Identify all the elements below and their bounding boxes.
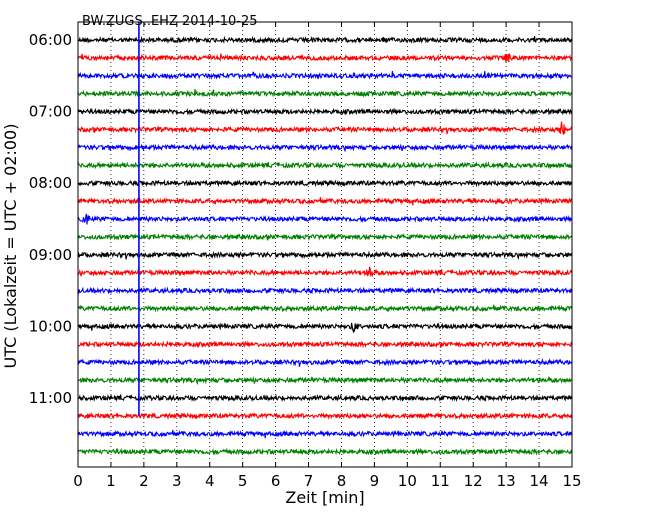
x-tick-label: 4 xyxy=(205,472,215,490)
trace-1130 xyxy=(77,429,573,439)
trace-0945 xyxy=(77,304,573,313)
trace-0645 xyxy=(77,88,572,98)
y-axis-ticks: 06:00 07:00 08:00 09:00 10:00 11:00 xyxy=(29,31,572,407)
y-tick-label: 11:00 xyxy=(29,389,72,407)
x-tick-label: 14 xyxy=(530,472,549,490)
trace-1145 xyxy=(77,447,573,456)
trace-0730 xyxy=(77,143,573,153)
trace-1000 xyxy=(77,322,573,334)
y-tick-label: 06:00 xyxy=(29,31,72,49)
trace-0845 xyxy=(77,232,572,242)
x-tick-label: 7 xyxy=(304,472,314,490)
trace-0745 xyxy=(77,161,573,170)
trace-0615 xyxy=(77,53,573,63)
trace-1100 xyxy=(77,393,573,403)
x-tick-label: 13 xyxy=(497,472,516,490)
trace-0800 xyxy=(77,179,573,188)
trace-group xyxy=(77,35,573,456)
y-tick-label: 09:00 xyxy=(29,246,72,264)
plot-area-frame xyxy=(77,21,573,468)
x-tick-label: 15 xyxy=(562,472,581,490)
y-tick-label: 10:00 xyxy=(29,317,72,335)
trace-0915 xyxy=(77,266,573,278)
x-tick-label: 12 xyxy=(464,472,483,490)
trace-0815 xyxy=(77,196,572,206)
x-tick-label: 1 xyxy=(106,472,116,490)
x-tick-label: 11 xyxy=(431,472,450,490)
trace-0630 xyxy=(77,70,573,80)
x-tick-label: 10 xyxy=(398,472,417,490)
x-tick-label: 6 xyxy=(271,472,281,490)
x-tick-label: 0 xyxy=(73,472,83,490)
x-axis-ticks: 0 1 2 3 4 5 6 7 8 9 10 11 12 13 14 15 xyxy=(73,22,582,490)
y-tick-label: 07:00 xyxy=(29,103,72,121)
trace-1115 xyxy=(77,411,573,421)
trace-0830 xyxy=(77,213,573,225)
trace-1030 xyxy=(77,358,573,367)
trace-0900 xyxy=(77,250,573,260)
x-tick-label: 5 xyxy=(238,472,248,490)
x-tick-label: 2 xyxy=(139,472,149,490)
trace-0600 xyxy=(77,35,573,45)
x-tick-label: 3 xyxy=(172,472,182,490)
chart-title: BW.ZUGS..EHZ 2014-10-25 xyxy=(82,14,258,29)
trace-0700 xyxy=(77,107,572,116)
trace-0715 xyxy=(77,121,573,135)
x-tick-label: 9 xyxy=(370,472,380,490)
trace-0930 xyxy=(77,286,573,295)
trace-1045 xyxy=(77,376,573,386)
x-axis-label: Zeit [min] xyxy=(285,488,364,507)
y-axis-label: UTC (Lokalzeit = UTC + 02:00) xyxy=(1,124,20,369)
y-tick-label: 08:00 xyxy=(29,174,72,192)
x-tick-label: 8 xyxy=(337,472,347,490)
trace-1015 xyxy=(77,340,572,349)
